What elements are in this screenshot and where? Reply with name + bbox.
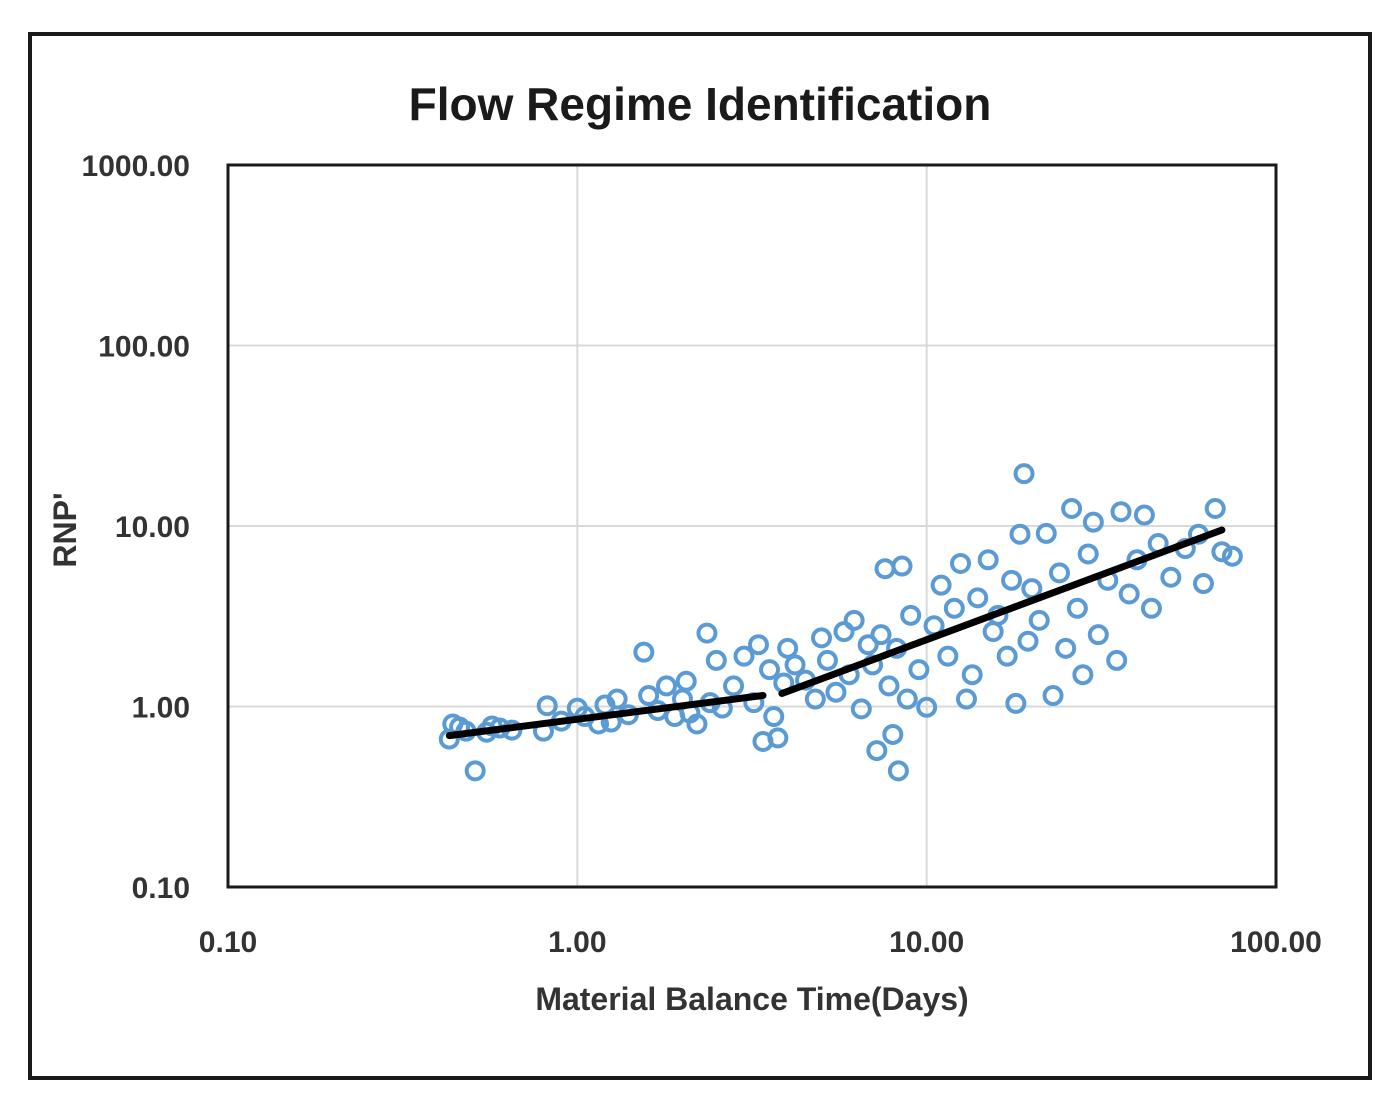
data-point [777, 637, 799, 659]
trend-line [445, 692, 767, 740]
y-tick-label: 1000.00 [82, 150, 190, 183]
data-point [866, 740, 888, 762]
data-point [811, 627, 833, 649]
data-point [747, 634, 769, 656]
data-point [1221, 545, 1243, 567]
data-point [633, 641, 655, 663]
data-point [896, 688, 918, 710]
data-point [977, 549, 999, 571]
data-point [891, 555, 913, 577]
data-point [825, 681, 847, 703]
data-point [1133, 504, 1155, 526]
data-point [1005, 692, 1027, 714]
data-point [1204, 498, 1226, 520]
data-point [1009, 523, 1031, 545]
data-point [850, 698, 872, 720]
x-tick-label: 1.00 [548, 926, 606, 959]
data-point [1192, 573, 1214, 595]
data-point [878, 675, 900, 697]
data-point [1072, 664, 1094, 686]
data-point [1160, 566, 1182, 588]
data-point [908, 659, 930, 681]
points-layer [438, 463, 1243, 782]
data-point [996, 645, 1018, 667]
trend-line [778, 526, 1226, 697]
data-point [1061, 498, 1083, 520]
data-point [1118, 583, 1140, 605]
data-point [1013, 463, 1035, 485]
trend-layer [445, 526, 1226, 740]
data-point [705, 649, 727, 671]
data-point [874, 558, 896, 580]
data-point [733, 645, 755, 667]
data-point [638, 685, 660, 707]
y-tick-label: 0.10 [132, 872, 190, 905]
y-tick-label: 1.00 [132, 692, 190, 725]
x-tick-label: 10.00 [889, 926, 964, 959]
data-point [1035, 522, 1057, 544]
x-axis-ticks: 0.10 1.00 10.00 100.00 [199, 926, 1322, 959]
data-point [937, 645, 959, 667]
y-tick-label: 100.00 [98, 331, 190, 364]
data-point [887, 760, 909, 782]
data-point [675, 670, 697, 692]
data-point [1017, 630, 1039, 652]
x-tick-label: 0.10 [199, 926, 257, 959]
data-point [1140, 597, 1162, 619]
data-point [882, 723, 904, 745]
data-point [857, 634, 879, 656]
data-point [763, 706, 785, 728]
data-point [686, 713, 708, 735]
data-point [784, 654, 806, 676]
data-point [1055, 637, 1077, 659]
y-tick-label: 10.00 [115, 511, 190, 544]
data-point [804, 688, 826, 710]
data-point [1028, 609, 1050, 631]
data-point [1211, 541, 1233, 563]
data-point [536, 695, 558, 717]
data-point [955, 688, 977, 710]
data-point [1087, 624, 1109, 646]
grid-layer [227, 164, 1277, 888]
data-point [1066, 597, 1088, 619]
data-point [606, 688, 628, 710]
x-tick-label: 100.00 [1230, 926, 1322, 959]
data-point [759, 659, 781, 681]
data-point [1110, 501, 1132, 523]
data-point [1001, 569, 1023, 591]
data-point [967, 587, 989, 609]
data-point [696, 622, 718, 644]
x-axis-label: Material Balance Time(Days) [535, 981, 968, 1017]
data-point [464, 760, 486, 782]
data-point [950, 552, 972, 574]
data-point [916, 696, 938, 718]
data-point [1106, 649, 1128, 671]
data-point [1042, 685, 1064, 707]
data-point [1021, 578, 1043, 600]
data-point [1077, 543, 1099, 565]
data-point [1082, 511, 1104, 533]
data-point [723, 675, 745, 697]
y-axis-ticks: 0.10 1.00 10.00 100.00 1000.00 [82, 150, 190, 905]
data-point [870, 624, 892, 646]
data-point [961, 664, 983, 686]
data-point [843, 609, 865, 631]
data-point [943, 597, 965, 619]
chart-title: Flow Regime Identification [409, 78, 992, 130]
y-axis-label: RNP' [47, 492, 83, 567]
plot-area-border [226, 163, 1278, 889]
data-point [767, 727, 789, 749]
data-point [900, 604, 922, 626]
data-point [816, 649, 838, 671]
data-point [930, 574, 952, 596]
data-point [656, 675, 678, 697]
data-point [1048, 562, 1070, 584]
